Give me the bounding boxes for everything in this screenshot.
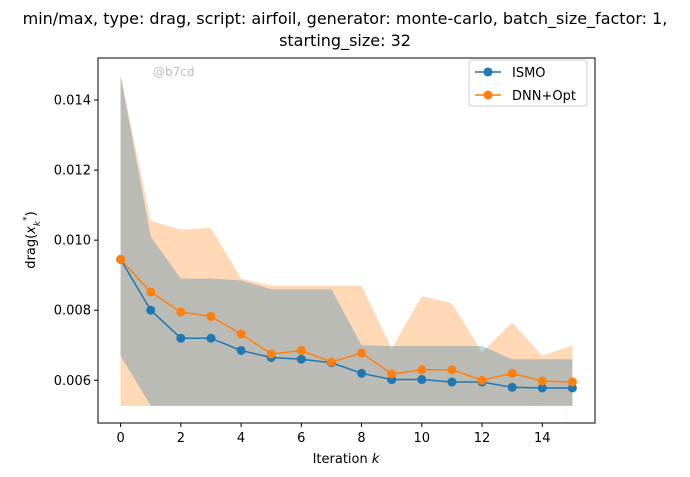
x-tick-label: 10: [414, 431, 431, 446]
footnote-line: ...: [565, 407, 568, 411]
point-dnn-opt: [176, 307, 186, 317]
x-axis-label: Iteration k: [313, 452, 380, 467]
x-tick-label: 4: [237, 431, 245, 446]
legend-marker-dnn-opt: [483, 90, 493, 100]
chart-subtitle: starting_size: 32: [279, 31, 411, 51]
point-ismo: [206, 333, 216, 343]
point-ismo: [417, 375, 427, 385]
point-dnn-opt: [326, 357, 336, 367]
point-ismo: [146, 305, 156, 315]
point-dnn-opt: [507, 368, 517, 378]
point-ismo: [176, 333, 186, 343]
x-axis-ticks: 0 2 4 6 8 10 12 14: [116, 423, 551, 446]
y-axis-ticks: 0.006 0.008 0.010 0.012 0.014: [54, 94, 98, 389]
point-dnn-opt: [296, 345, 306, 355]
point-dnn-opt: [387, 369, 397, 379]
x-tick-label: 14: [534, 431, 551, 446]
series-lines: [119, 258, 573, 389]
legend-marker-ismo: [483, 67, 493, 77]
footnote-line: ...: [565, 416, 568, 420]
error-bands: [120, 75, 573, 406]
point-dnn-opt: [116, 254, 126, 264]
point-ismo: [357, 368, 367, 378]
y-tick-label: 0.006: [54, 374, 91, 389]
point-ismo: [537, 383, 547, 393]
line-ismo: [119, 259, 573, 389]
y-tick-label: 0.012: [54, 164, 91, 179]
point-dnn-opt: [417, 365, 427, 375]
legend: ISMO DNN+Opt: [468, 59, 588, 107]
point-ismo: [236, 345, 246, 355]
point-ismo: [507, 382, 517, 392]
y-tick-label: 0.014: [54, 94, 91, 109]
line-dnn-opt: [120, 258, 573, 383]
y-tick-label: 0.010: [54, 234, 91, 249]
x-tick-label: 2: [177, 431, 185, 446]
footnote-line: ...: [565, 411, 568, 415]
point-dnn-opt: [206, 312, 216, 322]
x-tick-label: 0: [116, 431, 124, 446]
x-tick-label: 12: [474, 431, 491, 446]
point-dnn-opt: [357, 348, 367, 358]
chart-title: min/max, type: drag, script: airfoil, ge…: [23, 9, 668, 29]
legend-label-dnn-opt: DNN+Opt: [512, 89, 576, 104]
point-dnn-opt: [236, 329, 246, 339]
footnote-line: ...: [565, 402, 568, 406]
legend-label-ismo: ISMO: [512, 66, 546, 81]
point-dnn-opt: [146, 287, 156, 297]
y-tick-label: 0.008: [54, 304, 91, 319]
point-dnn-opt: [477, 375, 487, 385]
point-dnn-opt: [266, 349, 276, 359]
band-dnn-opt: [120, 75, 573, 406]
point-dnn-opt: [567, 377, 577, 387]
footnote-block: ............: [565, 402, 568, 420]
point-dnn-opt: [537, 376, 547, 386]
watermark-text: @b7cd: [153, 65, 194, 79]
x-tick-label: 6: [297, 431, 305, 446]
point-dnn-opt: [447, 365, 457, 375]
x-tick-label: 8: [357, 431, 365, 446]
point-ismo: [447, 377, 457, 387]
band-ismo: [120, 75, 573, 406]
series-markers: [116, 254, 577, 393]
point-ismo: [296, 354, 306, 364]
